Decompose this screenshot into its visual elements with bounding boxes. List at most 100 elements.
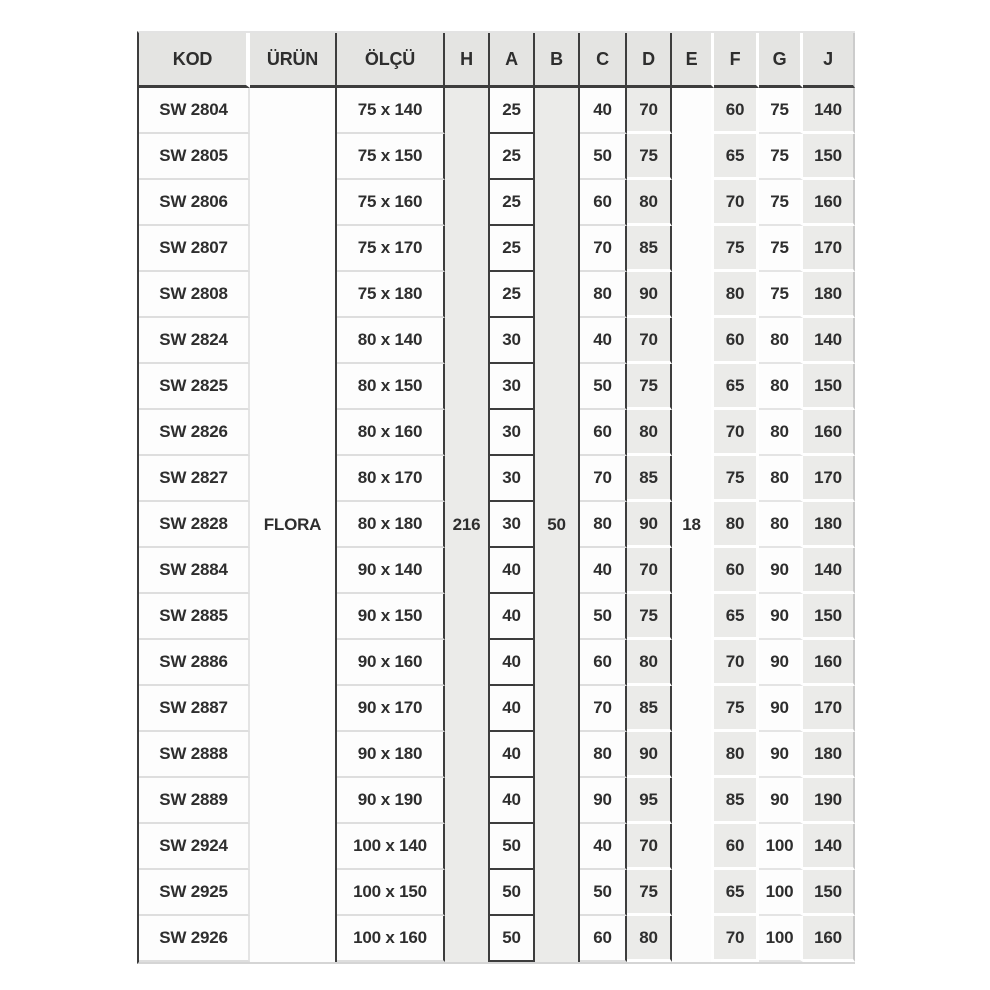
cell-d: 75: [627, 870, 672, 916]
cell-olcu: 100 x 150: [337, 870, 445, 916]
cell-kod: SW 2826: [139, 410, 250, 456]
cell-g: 100: [759, 916, 803, 962]
cell-f: 65: [714, 594, 759, 640]
cell-d: 80: [627, 640, 672, 686]
cell-f: 60: [714, 318, 759, 364]
cell-f: 65: [714, 364, 759, 410]
cell-g: 90: [759, 640, 803, 686]
cell-d: 85: [627, 226, 672, 272]
table-row: SW 2806 75 x 160 25 60 80 70 75 160: [139, 180, 855, 226]
cell-f: 80: [714, 502, 759, 548]
cell-c: 80: [580, 272, 627, 318]
cell-a: 40: [490, 640, 535, 686]
table-row: SW 2804 FLORA 75 x 140 216 25 50 40 70 18 60…: [139, 88, 855, 962]
cell-olcu: 80 x 140: [337, 318, 445, 364]
cell-f: 80: [714, 732, 759, 778]
cell-c: 40: [580, 824, 627, 870]
cell-d: 85: [627, 686, 672, 732]
header-row: KOD ÜRÜN ÖLÇÜ H A B C D E F G J: [139, 33, 855, 88]
cell-j: 170: [803, 226, 855, 272]
cell-j: 140: [803, 88, 855, 134]
cell-a: 50: [490, 916, 535, 962]
cell-c: 50: [580, 594, 627, 640]
cell-c: 50: [580, 364, 627, 410]
column-header-a: A: [490, 33, 535, 88]
cell-c: 70: [580, 686, 627, 732]
cell-j: 140: [803, 824, 855, 870]
cell-f: 70: [714, 410, 759, 456]
cell-d: 80: [627, 180, 672, 226]
cell-d: 90: [627, 272, 672, 318]
cell-f: 80: [714, 272, 759, 318]
cell-kod: SW 2827: [139, 456, 250, 502]
cell-olcu: 80 x 150: [337, 364, 445, 410]
cell-f: 65: [714, 870, 759, 916]
table-body: SW 2804 FLORA 75 x 140 216 25 50 40 70 18 60…: [139, 88, 855, 962]
cell-f: 70: [714, 916, 759, 962]
cell-j: 150: [803, 594, 855, 640]
table-row: SW 2808 75 x 180 25 80 90 80 75 180: [139, 272, 855, 318]
cell-g: 90: [759, 778, 803, 824]
cell-kod: SW 2886: [139, 640, 250, 686]
column-header-d: D: [627, 33, 672, 88]
cell-kod: SW 2824: [139, 318, 250, 364]
cell-kod: SW 2925: [139, 870, 250, 916]
table-row: SW 2827 80 x 170 30 70 85 75 80 170: [139, 456, 855, 502]
cell-g: 90: [759, 594, 803, 640]
cell-f: 75: [714, 226, 759, 272]
table-row: SW 2805 75 x 150 25 50 75 65 75 150: [139, 134, 855, 180]
cell-c: 90: [580, 778, 627, 824]
cell-kod: SW 2808: [139, 272, 250, 318]
cell-olcu: 90 x 150: [337, 594, 445, 640]
table-row: SW 2889 90 x 190 40 90 95 85 90 190: [139, 778, 855, 824]
cell-c: 60: [580, 410, 627, 456]
cell-kod: SW 2924: [139, 824, 250, 870]
cell-j: 150: [803, 134, 855, 180]
cell-c: 50: [580, 134, 627, 180]
cell-c: 60: [580, 916, 627, 962]
cell-g: 75: [759, 88, 803, 134]
cell-g: 90: [759, 686, 803, 732]
cell-kod: SW 2888: [139, 732, 250, 778]
cell-f: 65: [714, 134, 759, 180]
cell-kod: SW 2887: [139, 686, 250, 732]
cell-olcu: 90 x 140: [337, 548, 445, 594]
cell-d: 90: [627, 732, 672, 778]
table-row: SW 2925 100 x 150 50 50 75 65 100 150: [139, 870, 855, 916]
table-row: SW 2824 80 x 140 30 40 70 60 80 140: [139, 318, 855, 364]
cell-f: 75: [714, 686, 759, 732]
cell-c: 70: [580, 226, 627, 272]
cell-j: 180: [803, 732, 855, 778]
cell-j: 150: [803, 870, 855, 916]
cell-olcu: 80 x 170: [337, 456, 445, 502]
cell-c: 50: [580, 870, 627, 916]
cell-a: 25: [490, 272, 535, 318]
cell-d: 70: [627, 88, 672, 134]
cell-olcu: 80 x 160: [337, 410, 445, 456]
cell-olcu: 90 x 160: [337, 640, 445, 686]
cell-kod: SW 2889: [139, 778, 250, 824]
cell-d: 70: [627, 318, 672, 364]
cell-g: 75: [759, 226, 803, 272]
cell-j: 160: [803, 916, 855, 962]
cell-g: 80: [759, 502, 803, 548]
cell-a: 40: [490, 778, 535, 824]
cell-olcu: 90 x 190: [337, 778, 445, 824]
cell-c: 80: [580, 732, 627, 778]
cell-j: 140: [803, 318, 855, 364]
cell-g: 75: [759, 272, 803, 318]
cell-d: 75: [627, 134, 672, 180]
merged-cell-urun: FLORA: [250, 88, 337, 962]
cell-c: 70: [580, 456, 627, 502]
cell-f: 60: [714, 548, 759, 594]
cell-a: 30: [490, 456, 535, 502]
cell-j: 160: [803, 410, 855, 456]
column-header-g: G: [759, 33, 803, 88]
table-row: SW 2825 80 x 150 30 50 75 65 80 150: [139, 364, 855, 410]
cell-d: 80: [627, 916, 672, 962]
cell-olcu: 100 x 160: [337, 916, 445, 962]
cell-d: 90: [627, 502, 672, 548]
cell-j: 160: [803, 180, 855, 226]
table-row: SW 2887 90 x 170 40 70 85 75 90 170: [139, 686, 855, 732]
